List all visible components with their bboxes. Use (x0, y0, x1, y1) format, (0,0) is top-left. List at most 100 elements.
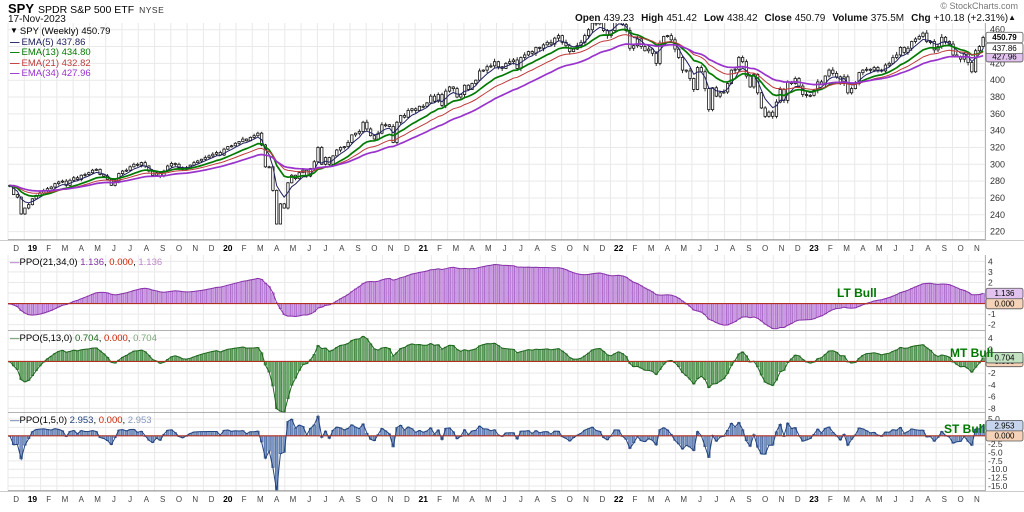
svg-text:F: F (437, 495, 442, 504)
svg-text:S: S (942, 495, 947, 504)
svg-text:J: J (519, 244, 523, 253)
ppo-lt-line-swatch-icon: — (10, 257, 20, 268)
svg-text:A: A (79, 244, 85, 253)
svg-text:O: O (762, 244, 768, 253)
ppo-mt-legend: —PPO(5,13,0) 0.704, 0.000, 0.704 (10, 333, 157, 344)
svg-text:23: 23 (809, 494, 819, 504)
svg-text:S: S (355, 495, 360, 504)
svg-text:M: M (680, 244, 687, 253)
svg-text:M: M (485, 495, 492, 504)
svg-text:M: M (843, 495, 850, 504)
svg-text:D: D (13, 495, 19, 504)
svg-text:M: M (94, 244, 101, 253)
ppo-mt-zero: 0.000 (104, 333, 128, 344)
svg-text:A: A (274, 244, 280, 253)
ppo-st-panel-svg: 5.0 -2.5-5.0-7.5-10.0-12.5-15.0 0.000 2.953 (7, 413, 1024, 491)
ticker-symbol: SPY (8, 1, 35, 16)
svg-text:S: S (551, 244, 556, 253)
ppo-mt-legend-label: PPO(5,13,0) (19, 333, 73, 344)
ema-legend-row: — EMA(21) 432.82 (10, 57, 110, 70)
svg-text:A: A (535, 495, 541, 504)
svg-text:S: S (355, 244, 360, 253)
svg-text:O: O (371, 495, 377, 504)
ema21-legend-label: EMA(21) 432.82 (21, 57, 91, 69)
svg-text:M: M (648, 495, 655, 504)
svg-text:J: J (112, 244, 116, 253)
svg-text:O: O (957, 495, 963, 504)
ppo-st-value: 2.953 (69, 415, 94, 426)
price-legend: ▼ SPY (Weekly) 450.79 — EMA(5) 437.86 — EMA… (10, 26, 110, 80)
svg-text:437.86: 437.86 (992, 44, 1017, 53)
stockcharts-credit: © StockCharts.com (940, 1, 1018, 11)
svg-text:J: J (714, 244, 718, 253)
svg-text:S: S (160, 244, 165, 253)
svg-text:427.96: 427.96 (992, 52, 1017, 61)
svg-text:22: 22 (614, 494, 624, 504)
svg-text:380: 380 (990, 92, 1005, 102)
svg-text:S: S (746, 495, 751, 504)
svg-text:D: D (209, 495, 215, 504)
svg-text:21: 21 (418, 494, 428, 504)
ppo-st-legend: —PPO(1,5,0) 2.953, 0.000, 2.953 (10, 415, 152, 426)
header-row-1: SPY SPDR S&P 500 ETF NYSE (8, 0, 164, 18)
svg-text:J: J (503, 244, 507, 253)
svg-text:F: F (46, 495, 51, 504)
svg-text:460: 460 (990, 25, 1005, 35)
svg-text:M: M (876, 495, 883, 504)
svg-text:A: A (535, 244, 541, 253)
svg-text:A: A (274, 495, 280, 504)
svg-text:N: N (779, 495, 785, 504)
svg-text:O: O (762, 495, 768, 504)
svg-text:F: F (632, 495, 637, 504)
svg-text:340: 340 (990, 126, 1005, 136)
svg-text:N: N (388, 244, 394, 253)
svg-text:21: 21 (418, 243, 428, 253)
svg-text:F: F (828, 495, 833, 504)
svg-text:M: M (94, 495, 101, 504)
price-chart-svg: 2202402602803003203403603804004204404604… (7, 23, 1024, 240)
svg-text:360: 360 (990, 109, 1005, 119)
svg-text:4: 4 (988, 256, 993, 266)
ema13-legend-label: EMA(13) 434.80 (21, 47, 91, 58)
svg-text:J: J (307, 244, 311, 253)
svg-text:D: D (209, 244, 215, 253)
svg-text:M: M (680, 495, 687, 504)
svg-text:19: 19 (28, 494, 38, 504)
svg-text:D: D (404, 495, 410, 504)
svg-text:D: D (13, 244, 19, 253)
svg-text:320: 320 (990, 142, 1005, 152)
svg-text:N: N (583, 495, 589, 504)
svg-text:0.704: 0.704 (994, 353, 1015, 362)
svg-text:J: J (714, 495, 718, 504)
svg-text:F: F (437, 244, 442, 253)
chg-up-arrow-icon: ▲ (1008, 13, 1016, 22)
ppo-lt-hist-value: 1.136 (138, 257, 163, 268)
close-value: 450.79 (794, 13, 826, 24)
histogram-group (8, 264, 985, 330)
exchange-label: NYSE (139, 5, 165, 15)
svg-text:-10.0: -10.0 (988, 464, 1008, 474)
svg-text:A: A (860, 244, 866, 253)
svg-text:420: 420 (990, 58, 1005, 68)
ppo-mt-value: 0.704 (74, 333, 99, 344)
svg-text:-12.5: -12.5 (988, 473, 1008, 483)
quote-summary: Open 439.23 High 451.42 Low 438.42 Close 450.79… (568, 13, 1018, 24)
svg-text:-6: -6 (988, 392, 996, 402)
price-legend-title-row: ▼ SPY (Weekly) 450.79 (10, 26, 110, 38)
svg-text:O: O (176, 495, 182, 504)
svg-text:M: M (843, 244, 850, 253)
svg-text:D: D (795, 244, 801, 253)
svg-text:2: 2 (988, 277, 993, 287)
svg-text:M: M (290, 495, 297, 504)
volume-value: 375.5M (870, 13, 905, 24)
ppo-st-legend-label: PPO(1,5,0) (19, 415, 68, 426)
svg-text:450.79: 450.79 (992, 33, 1017, 42)
svg-text:F: F (242, 495, 247, 504)
collapse-triangle-icon[interactable]: ▼ (10, 26, 18, 35)
ppo-lt-zero: 0.000 (109, 257, 134, 268)
svg-text:O: O (957, 244, 963, 253)
svg-text:S: S (746, 244, 751, 253)
histogram-group (8, 415, 985, 491)
ema34-line-swatch-icon: — (10, 68, 20, 79)
